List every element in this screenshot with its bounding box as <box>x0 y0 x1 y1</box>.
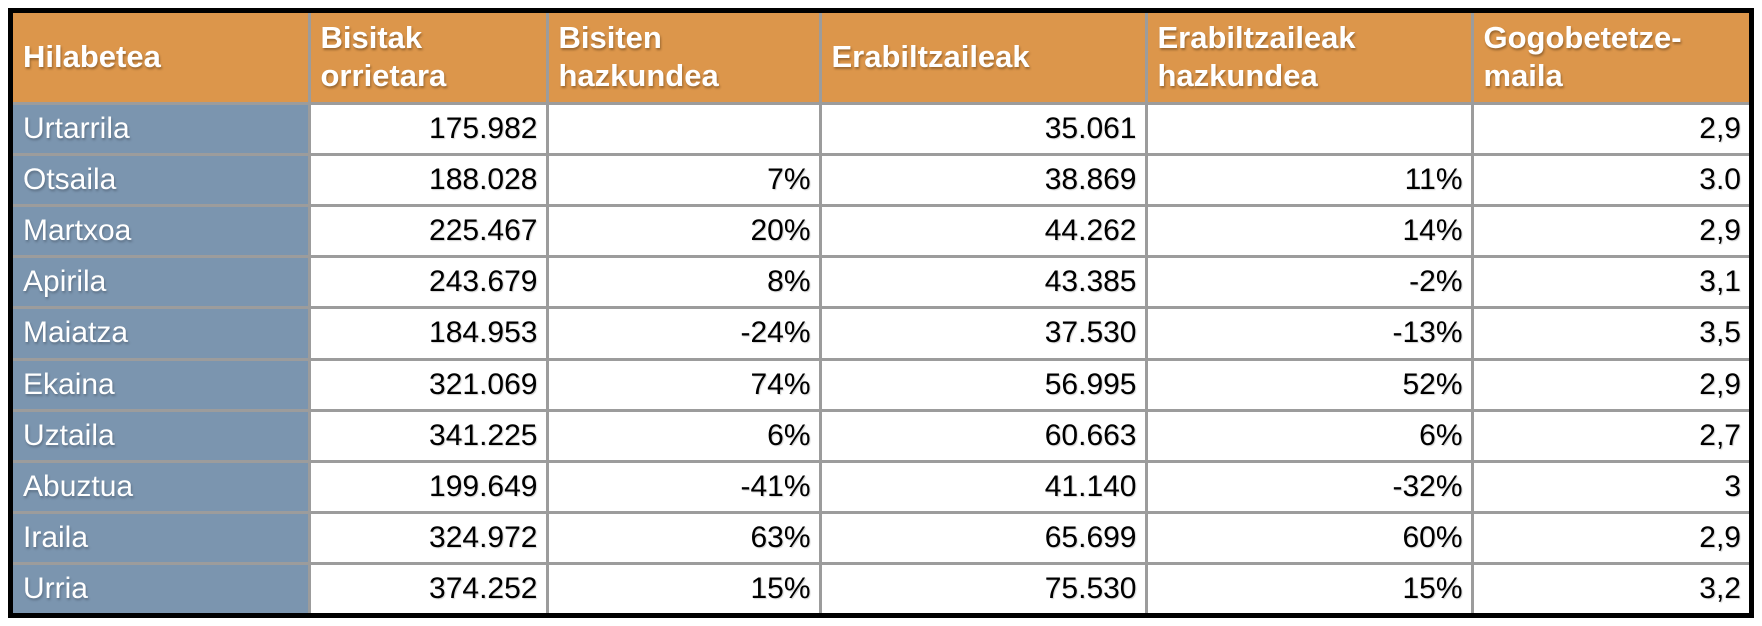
value-cell: 341.225 <box>307 408 549 463</box>
value-cell: 15% <box>1144 562 1474 613</box>
table-row: Apirila 243.679 8% 43.385 -2% 3,1 <box>13 255 1749 310</box>
month-cell: Abuztua <box>13 459 311 515</box>
column-header-erabiltzaileak-hazkundea: Erabiltzaileak hazkundea <box>1144 13 1474 105</box>
value-cell: 6% <box>545 408 822 463</box>
column-header-erabiltzaileak: Erabiltzaileak <box>818 13 1148 105</box>
value-cell: 175.982 <box>307 101 549 156</box>
value-cell: 60.663 <box>818 408 1148 463</box>
value-cell: 7% <box>545 152 822 207</box>
column-header-hilabetea: Hilabetea <box>13 13 311 105</box>
header-row: Hilabetea Bisitak orrietara Bisiten hazk… <box>13 13 1749 105</box>
value-cell: 14% <box>1144 203 1474 259</box>
value-cell: 37.530 <box>818 306 1148 361</box>
value-cell: 35.061 <box>818 101 1148 156</box>
table-row: Urtarrila 175.982 35.061 2,9 <box>13 101 1749 156</box>
value-cell: 52% <box>1144 357 1474 412</box>
value-cell: 3,2 <box>1470 562 1749 613</box>
value-cell: 60% <box>1144 511 1474 566</box>
value-cell: 20% <box>545 203 822 259</box>
table-row: Uztaila 341.225 6% 60.663 6% 2,7 <box>13 408 1749 463</box>
table-row: Otsaila 188.028 7% 38.869 11% 3.0 <box>13 152 1749 207</box>
value-cell: 56.995 <box>818 357 1148 412</box>
value-cell: -41% <box>545 459 822 515</box>
month-cell: Maiatza <box>13 306 311 361</box>
value-cell: 243.679 <box>307 255 549 310</box>
value-cell: 2,9 <box>1470 511 1749 566</box>
month-cell: Apirila <box>13 255 311 310</box>
table-row: Iraila 324.972 63% 65.699 60% 2,9 <box>13 511 1749 566</box>
month-cell: Urtarrila <box>13 101 311 156</box>
value-cell: 3.0 <box>1470 152 1749 207</box>
value-cell: 225.467 <box>307 203 549 259</box>
value-cell: 43.385 <box>818 255 1148 310</box>
table-row: Martxoa 225.467 20% 44.262 14% 2,9 <box>13 203 1749 259</box>
value-cell <box>545 101 822 156</box>
value-cell: -24% <box>545 306 822 361</box>
month-cell: Otsaila <box>13 152 311 207</box>
column-header-bisiten-hazkundea: Bisiten hazkundea <box>545 13 822 105</box>
value-cell: 3,1 <box>1470 255 1749 310</box>
column-header-gogobetetze-maila: Gogobetetze-maila <box>1470 13 1749 105</box>
value-cell: -32% <box>1144 459 1474 515</box>
value-cell: -13% <box>1144 306 1474 361</box>
value-cell: 41.140 <box>818 459 1148 515</box>
value-cell: 374.252 <box>307 562 549 613</box>
value-cell: 2,9 <box>1470 357 1749 412</box>
value-cell: 188.028 <box>307 152 549 207</box>
value-cell: 324.972 <box>307 511 549 566</box>
value-cell: 63% <box>545 511 822 566</box>
table-row: Ekaina 321.069 74% 56.995 52% 2,9 <box>13 357 1749 412</box>
value-cell <box>1144 101 1474 156</box>
value-cell: 74% <box>545 357 822 412</box>
month-cell: Uztaila <box>13 408 311 463</box>
value-cell: 38.869 <box>818 152 1148 207</box>
month-cell: Urria <box>13 562 311 613</box>
month-cell: Martxoa <box>13 203 311 259</box>
value-cell: 2,9 <box>1470 203 1749 259</box>
value-cell: 2,9 <box>1470 101 1749 156</box>
table-row: Urria 374.252 15% 75.530 15% 3,2 <box>13 562 1749 613</box>
value-cell: 65.699 <box>818 511 1148 566</box>
month-cell: Iraila <box>13 511 311 566</box>
table-row: Maiatza 184.953 -24% 37.530 -13% 3,5 <box>13 306 1749 361</box>
column-header-bisitak-orrietara: Bisitak orrietara <box>307 13 549 105</box>
value-cell: 2,7 <box>1470 408 1749 463</box>
value-cell: 3,5 <box>1470 306 1749 361</box>
value-cell: 321.069 <box>307 357 549 412</box>
table-row: Abuztua 199.649 -41% 41.140 -32% 3 <box>13 459 1749 515</box>
value-cell: -2% <box>1144 255 1474 310</box>
month-cell: Ekaina <box>13 357 311 412</box>
value-cell: 199.649 <box>307 459 549 515</box>
value-cell: 44.262 <box>818 203 1148 259</box>
value-cell: 3 <box>1470 459 1749 515</box>
value-cell: 75.530 <box>818 562 1148 613</box>
value-cell: 8% <box>545 255 822 310</box>
monthly-stats-table: Hilabetea Bisitak orrietara Bisiten hazk… <box>13 13 1749 613</box>
value-cell: 15% <box>545 562 822 613</box>
value-cell: 184.953 <box>307 306 549 361</box>
value-cell: 11% <box>1144 152 1474 207</box>
monthly-stats-table-frame: Hilabetea Bisitak orrietara Bisiten hazk… <box>8 8 1754 618</box>
value-cell: 6% <box>1144 408 1474 463</box>
